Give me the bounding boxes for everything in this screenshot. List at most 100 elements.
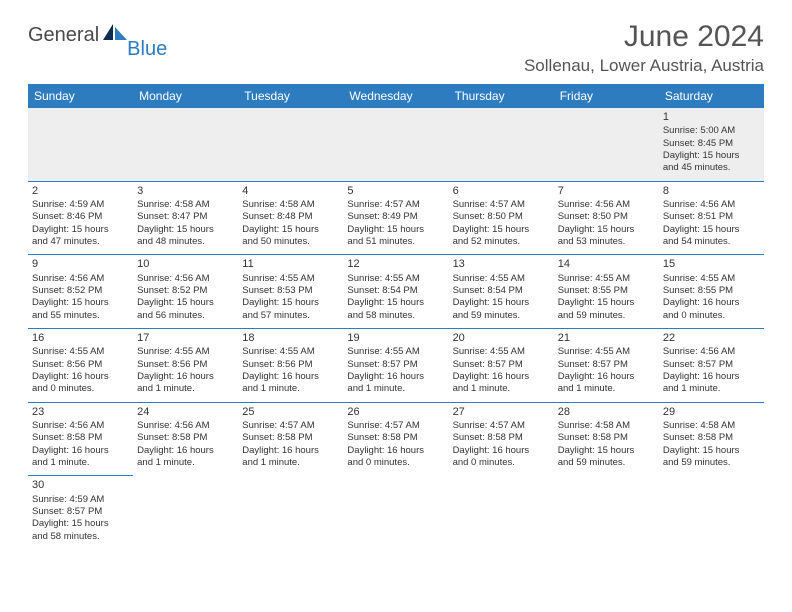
calendar-week-row: 30Sunrise: 4:59 AMSunset: 8:57 PMDayligh… — [28, 476, 764, 549]
day-details: Sunrise: 4:58 AMSunset: 8:47 PMDaylight:… — [137, 199, 234, 248]
day-sunset: Sunset: 8:50 PM — [453, 211, 550, 223]
day-sunrise: Sunrise: 4:56 AM — [32, 273, 129, 285]
day-sunset: Sunset: 8:57 PM — [32, 506, 129, 518]
calendar-empty-cell — [449, 108, 554, 181]
day-sunset: Sunset: 8:52 PM — [137, 285, 234, 297]
calendar-page: General Blue June 2024 Sollenau, Lower A… — [0, 0, 792, 569]
day-day2: and 59 minutes. — [663, 457, 760, 469]
day-day1: Daylight: 15 hours — [663, 224, 760, 236]
day-details: Sunrise: 4:56 AMSunset: 8:58 PMDaylight:… — [32, 420, 129, 469]
title-block: June 2024 Sollenau, Lower Austria, Austr… — [524, 20, 764, 76]
day-number: 6 — [453, 184, 550, 198]
day-details: Sunrise: 4:56 AMSunset: 8:52 PMDaylight:… — [137, 273, 234, 322]
day-day1: Daylight: 16 hours — [242, 371, 339, 383]
day-sunset: Sunset: 8:53 PM — [242, 285, 339, 297]
day-day1: Daylight: 15 hours — [663, 150, 760, 162]
calendar-table: SundayMondayTuesdayWednesdayThursdayFrid… — [28, 84, 764, 549]
day-day2: and 57 minutes. — [242, 310, 339, 322]
day-sunset: Sunset: 8:45 PM — [663, 138, 760, 150]
day-day1: Daylight: 16 hours — [32, 445, 129, 457]
day-day2: and 1 minute. — [347, 383, 444, 395]
weekday-header: Monday — [133, 84, 238, 108]
day-details: Sunrise: 4:55 AMSunset: 8:57 PMDaylight:… — [558, 346, 655, 395]
day-details: Sunrise: 4:59 AMSunset: 8:57 PMDaylight:… — [32, 494, 129, 543]
day-number: 9 — [32, 257, 129, 271]
day-sunset: Sunset: 8:46 PM — [32, 211, 129, 223]
calendar-day-cell: 14Sunrise: 4:55 AMSunset: 8:55 PMDayligh… — [554, 255, 659, 329]
brand-logo: General Blue — [28, 24, 171, 51]
day-sunrise: Sunrise: 4:58 AM — [558, 420, 655, 432]
day-sunset: Sunset: 8:54 PM — [453, 285, 550, 297]
day-sunrise: Sunrise: 4:55 AM — [347, 346, 444, 358]
calendar-day-cell: 27Sunrise: 4:57 AMSunset: 8:58 PMDayligh… — [449, 402, 554, 476]
day-sunset: Sunset: 8:56 PM — [137, 359, 234, 371]
page-header: General Blue June 2024 Sollenau, Lower A… — [28, 20, 764, 76]
day-sunset: Sunset: 8:48 PM — [242, 211, 339, 223]
day-number: 4 — [242, 184, 339, 198]
day-sunrise: Sunrise: 4:57 AM — [453, 199, 550, 211]
calendar-week-row: 1Sunrise: 5:00 AMSunset: 8:45 PMDaylight… — [28, 108, 764, 181]
day-number: 3 — [137, 184, 234, 198]
day-number: 18 — [242, 331, 339, 345]
day-day1: Daylight: 15 hours — [347, 297, 444, 309]
day-details: Sunrise: 4:55 AMSunset: 8:54 PMDaylight:… — [347, 273, 444, 322]
day-day1: Daylight: 15 hours — [242, 224, 339, 236]
brand-sail-icon — [101, 22, 129, 49]
calendar-day-cell: 6Sunrise: 4:57 AMSunset: 8:50 PMDaylight… — [449, 181, 554, 255]
day-details: Sunrise: 5:00 AMSunset: 8:45 PMDaylight:… — [663, 125, 760, 174]
day-day1: Daylight: 15 hours — [32, 518, 129, 530]
day-details: Sunrise: 4:55 AMSunset: 8:57 PMDaylight:… — [453, 346, 550, 395]
day-sunrise: Sunrise: 4:58 AM — [242, 199, 339, 211]
day-day1: Daylight: 15 hours — [558, 445, 655, 457]
day-sunrise: Sunrise: 4:57 AM — [347, 199, 444, 211]
day-day2: and 53 minutes. — [558, 236, 655, 248]
day-details: Sunrise: 4:57 AMSunset: 8:49 PMDaylight:… — [347, 199, 444, 248]
calendar-day-cell: 2Sunrise: 4:59 AMSunset: 8:46 PMDaylight… — [28, 181, 133, 255]
calendar-day-cell: 16Sunrise: 4:55 AMSunset: 8:56 PMDayligh… — [28, 329, 133, 403]
day-details: Sunrise: 4:57 AMSunset: 8:58 PMDaylight:… — [242, 420, 339, 469]
day-day2: and 1 minute. — [242, 383, 339, 395]
day-details: Sunrise: 4:55 AMSunset: 8:53 PMDaylight:… — [242, 273, 339, 322]
day-sunrise: Sunrise: 4:55 AM — [453, 273, 550, 285]
day-sunrise: Sunrise: 5:00 AM — [663, 125, 760, 137]
day-details: Sunrise: 4:55 AMSunset: 8:54 PMDaylight:… — [453, 273, 550, 322]
day-details: Sunrise: 4:56 AMSunset: 8:57 PMDaylight:… — [663, 346, 760, 395]
day-day2: and 59 minutes. — [558, 457, 655, 469]
weekday-header: Sunday — [28, 84, 133, 108]
day-sunset: Sunset: 8:47 PM — [137, 211, 234, 223]
day-details: Sunrise: 4:56 AMSunset: 8:50 PMDaylight:… — [558, 199, 655, 248]
day-day1: Daylight: 15 hours — [558, 224, 655, 236]
day-sunset: Sunset: 8:58 PM — [32, 432, 129, 444]
calendar-week-row: 16Sunrise: 4:55 AMSunset: 8:56 PMDayligh… — [28, 329, 764, 403]
day-sunrise: Sunrise: 4:59 AM — [32, 199, 129, 211]
day-day2: and 1 minute. — [663, 383, 760, 395]
day-number: 17 — [137, 331, 234, 345]
day-number: 14 — [558, 257, 655, 271]
day-day1: Daylight: 16 hours — [453, 445, 550, 457]
day-day2: and 50 minutes. — [242, 236, 339, 248]
day-details: Sunrise: 4:57 AMSunset: 8:50 PMDaylight:… — [453, 199, 550, 248]
day-day1: Daylight: 16 hours — [663, 371, 760, 383]
day-sunrise: Sunrise: 4:59 AM — [32, 494, 129, 506]
day-day2: and 51 minutes. — [347, 236, 444, 248]
day-day2: and 0 minutes. — [347, 457, 444, 469]
calendar-empty-cell — [343, 108, 448, 181]
calendar-day-cell: 17Sunrise: 4:55 AMSunset: 8:56 PMDayligh… — [133, 329, 238, 403]
day-day2: and 45 minutes. — [663, 162, 760, 174]
day-sunrise: Sunrise: 4:56 AM — [558, 199, 655, 211]
day-details: Sunrise: 4:55 AMSunset: 8:55 PMDaylight:… — [663, 273, 760, 322]
day-details: Sunrise: 4:56 AMSunset: 8:52 PMDaylight:… — [32, 273, 129, 322]
calendar-day-cell: 30Sunrise: 4:59 AMSunset: 8:57 PMDayligh… — [28, 476, 133, 549]
day-day2: and 52 minutes. — [453, 236, 550, 248]
day-details: Sunrise: 4:59 AMSunset: 8:46 PMDaylight:… — [32, 199, 129, 248]
day-details: Sunrise: 4:55 AMSunset: 8:56 PMDaylight:… — [32, 346, 129, 395]
day-day2: and 54 minutes. — [663, 236, 760, 248]
calendar-day-cell: 4Sunrise: 4:58 AMSunset: 8:48 PMDaylight… — [238, 181, 343, 255]
day-sunset: Sunset: 8:58 PM — [558, 432, 655, 444]
day-day2: and 58 minutes. — [32, 531, 129, 543]
day-number: 8 — [663, 184, 760, 198]
day-day1: Daylight: 15 hours — [32, 297, 129, 309]
calendar-day-cell: 21Sunrise: 4:55 AMSunset: 8:57 PMDayligh… — [554, 329, 659, 403]
day-sunset: Sunset: 8:57 PM — [663, 359, 760, 371]
day-day2: and 55 minutes. — [32, 310, 129, 322]
